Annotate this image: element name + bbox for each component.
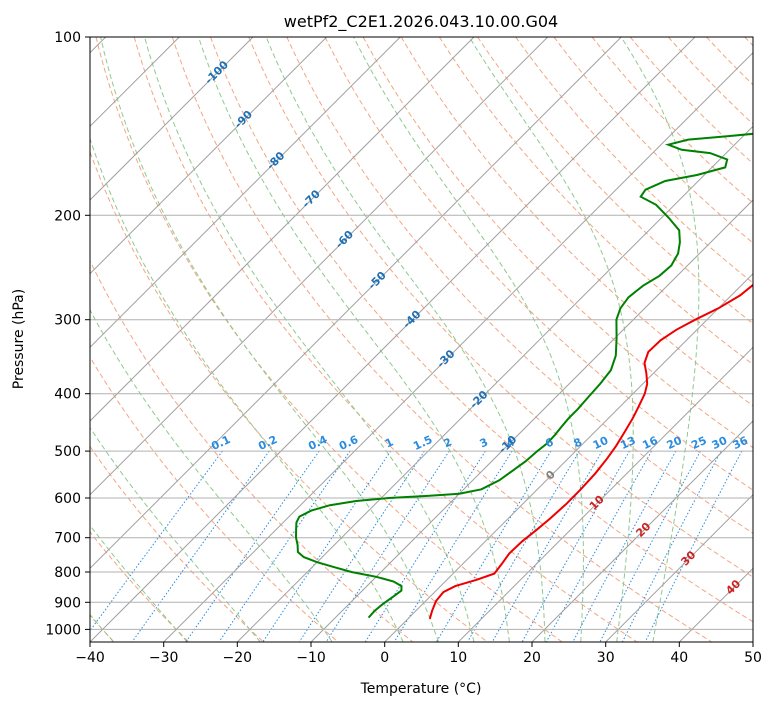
moist-adiabat: [100, 37, 439, 642]
y-tick-label: 200: [54, 208, 81, 224]
mixing-ratio-line: [435, 450, 552, 642]
moist-adiabat: [468, 37, 634, 642]
plot-frame: [89, 36, 754, 643]
mixing-ratio-line: [644, 450, 743, 642]
dry-adiabat: [286, 37, 753, 534]
dry-adiabat: [133, 37, 638, 642]
mixing-ratio-label: 25: [689, 434, 708, 452]
x-tick-label: 50: [744, 650, 762, 666]
x-tick-label: −20: [223, 650, 253, 666]
x-tick-label: 40: [670, 650, 688, 666]
isotherm-line: [90, 37, 549, 496]
dry-adiabat: [438, 37, 753, 366]
isotherm-line: [236, 125, 753, 642]
y-axis-label: Pressure (hPa): [11, 289, 27, 389]
x-tick-label: −10: [296, 650, 326, 666]
moist-adiabat: [620, 37, 700, 642]
y-tick-label: 400: [54, 387, 81, 403]
profile-lines: [294, 132, 753, 620]
mixing-ratio-line: [90, 450, 223, 632]
y-tick-label: 1000: [45, 622, 81, 638]
x-tick-label: −30: [149, 650, 179, 666]
isotherm-line: [90, 37, 328, 275]
mixing-ratio-label: 36: [731, 434, 751, 452]
temperature-line: [428, 283, 753, 620]
mixing-ratio-line: [572, 450, 677, 642]
isotherm-line: [163, 51, 753, 642]
mixing-ratio-line: [364, 450, 486, 642]
x-tick-label: 0: [380, 650, 389, 666]
mixing-ratio-line: [218, 450, 351, 642]
mixing-ratio-line: [325, 450, 450, 642]
dry-adiabat: [629, 37, 753, 165]
isotherm-line: [90, 37, 696, 642]
y-tick-label: 500: [54, 444, 81, 460]
pressure-grid: [90, 37, 753, 630]
moist-adiabat: [90, 426, 261, 642]
mixing-ratio-label: 16: [640, 434, 660, 452]
dewpoint-line: [294, 132, 753, 619]
isotherm-line: [310, 199, 753, 642]
x-axis: −40 −30 −20 −10 0 10 20 30 40 50: [75, 642, 762, 666]
mixing-ratio-label: 10: [591, 434, 611, 452]
mixing-ratio-line: [393, 450, 513, 642]
mixing-ratio-line: [131, 450, 270, 642]
moist-adiabat: [265, 37, 546, 642]
y-tick-label: 900: [54, 595, 81, 611]
isotherm-line: [90, 37, 622, 570]
mixing-ratio-line: [545, 450, 653, 642]
isotherm-line: [605, 493, 753, 642]
x-tick-label: −40: [75, 650, 105, 666]
dry-adiabat: [90, 150, 488, 642]
dry-adiabat: [90, 445, 264, 642]
isotherm-line: [531, 420, 753, 642]
isotherm-line: [90, 37, 254, 201]
dry-adiabat: [90, 356, 339, 642]
y-tick-label: 300: [54, 313, 81, 329]
mixing-ratio-label: 13: [618, 434, 637, 452]
mixing-ratio-line: [521, 450, 630, 642]
moist-adiabat: [90, 308, 333, 642]
moist-adiabat: [198, 37, 510, 642]
isotherm-line: [90, 37, 475, 422]
dry-adiabat: [210, 37, 753, 623]
y-tick-label: 700: [54, 531, 81, 547]
dry-adiabat: [171, 37, 712, 642]
dry-adiabat: [553, 37, 753, 244]
isotherm-line: [90, 37, 401, 349]
y-tick-label: 600: [54, 491, 81, 507]
dry-adiabat: [324, 37, 753, 491]
isotherm-line: [384, 272, 753, 642]
mixing-ratio-line: [185, 450, 320, 642]
y-tick-label: 800: [54, 565, 81, 581]
moist-adiabat: [144, 37, 475, 642]
y-tick-label: 100: [54, 30, 81, 46]
moist-adiabat: [90, 137, 404, 642]
x-tick-label: 30: [597, 650, 615, 666]
dry-adiabat: [400, 37, 753, 407]
x-tick-label: 10: [449, 650, 467, 666]
mixing-ratio-line: [298, 450, 425, 642]
background-lines: [90, 37, 753, 642]
chart-title: wetPf2_C2E1.2026.043.10.00.G04: [284, 12, 558, 32]
mixing-ratio-label: 30: [710, 434, 730, 452]
moist-adiabat: [353, 37, 584, 642]
dry-adiabat: [248, 37, 753, 578]
x-tick-label: 20: [523, 650, 541, 666]
isotherm-line: [457, 346, 753, 642]
x-axis-label: Temperature (°C): [360, 681, 482, 697]
mixing-ratio-label: 20: [665, 434, 685, 452]
dry-adiabat: [515, 37, 753, 284]
y-axis: 100 200 300 400 500 600 700 800 900 1000: [45, 30, 90, 638]
mixing-ratio-line: [599, 450, 701, 642]
